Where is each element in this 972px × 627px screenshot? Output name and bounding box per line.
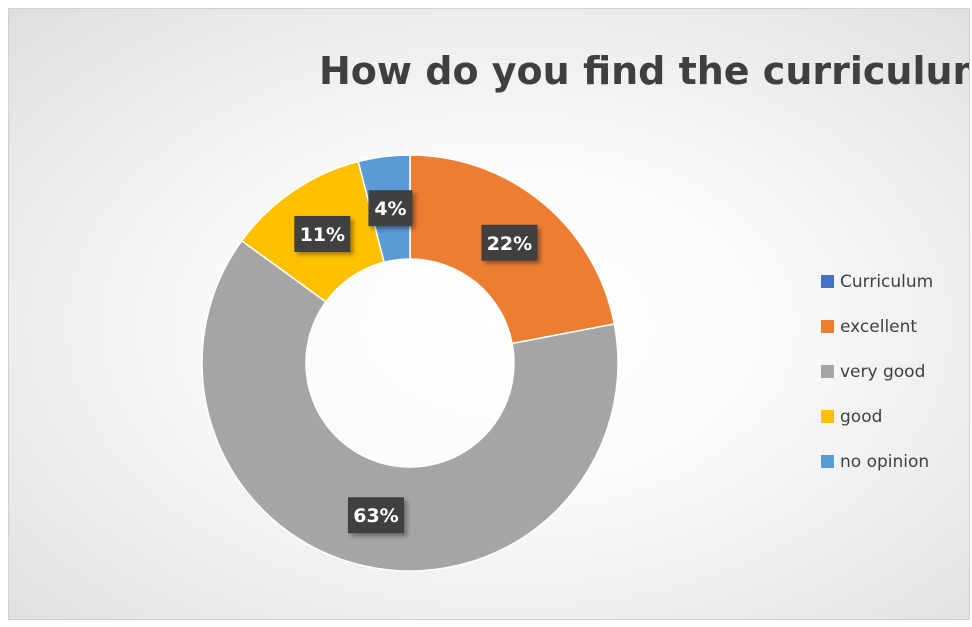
donut-chart: 22% 63% 11% 4% [201, 154, 619, 572]
legend-label: no opinion [840, 451, 930, 472]
legend-label: good [840, 406, 883, 427]
chart-area: How do you find the curriculum? 22% 63% 11… [8, 8, 970, 620]
data-label-box [347, 497, 404, 534]
donut-data-labels: 22% 63% 11% 4% [294, 190, 538, 534]
legend-item-very-good: very good [821, 349, 933, 394]
legend-swatch [821, 275, 834, 288]
legend-swatch [821, 320, 834, 333]
legend-swatch [821, 365, 834, 378]
data-label-box [294, 215, 351, 252]
data-label-excellent: 22% [481, 224, 538, 261]
legend-swatch [821, 455, 834, 468]
data-label-good: 11% [294, 215, 351, 252]
data-label-text: 11% [300, 224, 345, 246]
data-label-no-opinion: 4% [368, 190, 413, 227]
legend-item-excellent: excellent [821, 304, 933, 349]
chart-legend: Curriculum excellent very good good no opini… [821, 259, 933, 484]
data-label-text: 4% [374, 198, 406, 220]
chart-title: How do you find the curriculum? [319, 49, 970, 93]
legend-label: excellent [840, 316, 918, 337]
legend-item-good: good [821, 394, 933, 439]
legend-swatch [821, 410, 834, 423]
legend-label: very good [840, 361, 926, 382]
data-label-text: 63% [353, 505, 398, 527]
legend-item-no-opinion: no opinion [821, 439, 933, 484]
data-label-very-good: 63% [347, 497, 404, 534]
legend-label: Curriculum [840, 271, 934, 292]
data-label-box [481, 224, 538, 261]
legend-item-curriculum: Curriculum [821, 259, 933, 304]
slice-very-good [201, 239, 619, 572]
data-label-text: 22% [487, 233, 532, 255]
data-label-box [368, 190, 413, 227]
